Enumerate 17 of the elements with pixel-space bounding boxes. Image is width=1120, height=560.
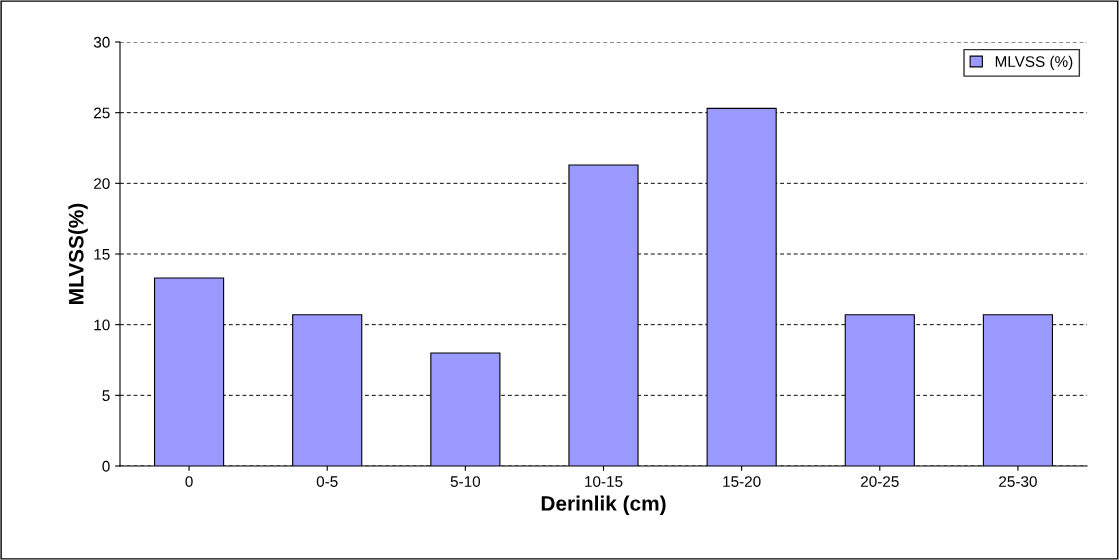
legend-label: MLVSS (%)	[995, 55, 1073, 70]
y-tick-label: 20	[94, 178, 110, 190]
y-tick-label: 5	[102, 390, 110, 402]
x-tick-label: 20-25	[861, 476, 899, 487]
x-tick-label: 15-20	[723, 476, 761, 487]
x-tick-label: 0	[185, 476, 193, 487]
x-tick-label: 0-5	[316, 476, 338, 487]
x-tick-label: 25-30	[999, 476, 1037, 487]
x-axis-title: Derinlik (cm)	[541, 495, 666, 515]
y-axis-title: MLVSS(%)	[68, 203, 88, 304]
y-tick-label: 0	[102, 460, 110, 472]
y-tick-label: 10	[94, 319, 110, 331]
y-tick-label: 25	[94, 107, 110, 119]
y-tick-label: 15	[94, 249, 110, 260]
y-tick-label: 30	[93, 36, 110, 48]
x-tick-label: 10-15	[585, 476, 623, 487]
x-tick-label: 5-10	[450, 476, 481, 487]
